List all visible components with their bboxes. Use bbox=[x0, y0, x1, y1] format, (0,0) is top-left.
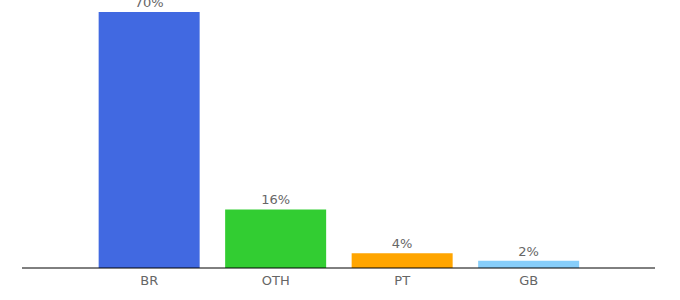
svg-text:16%: 16% bbox=[261, 192, 290, 207]
svg-text:4%: 4% bbox=[392, 236, 413, 251]
svg-text:PT: PT bbox=[394, 273, 410, 288]
svg-text:OTH: OTH bbox=[262, 273, 290, 288]
svg-text:BR: BR bbox=[140, 273, 158, 288]
svg-text:2%: 2% bbox=[518, 244, 539, 259]
svg-text:70%: 70% bbox=[135, 0, 164, 10]
svg-text:GB: GB bbox=[519, 273, 538, 288]
